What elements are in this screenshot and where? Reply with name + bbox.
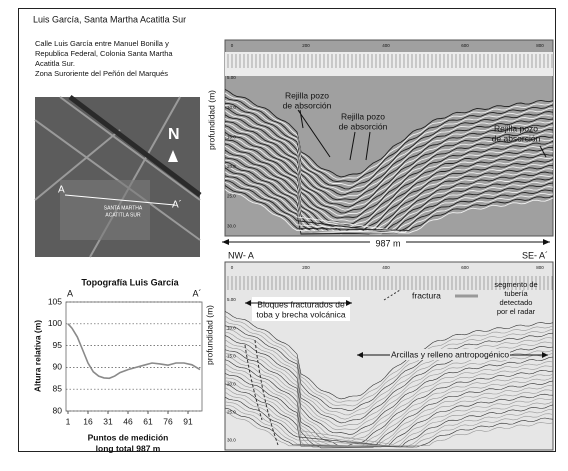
x-tick-label: 31 xyxy=(103,416,113,426)
address: Calle Luis García entre Manuel Bonilla y xyxy=(35,39,169,48)
top-tick-label: 200 xyxy=(302,43,310,48)
y-label: profundidad (m) xyxy=(206,90,216,150)
top-tick-label: 600 xyxy=(461,265,469,270)
y-label: profundidad (m) xyxy=(204,305,214,365)
depth-tick-label: 25.0 xyxy=(227,194,236,199)
y-tick-label: 105 xyxy=(48,296,62,306)
map-label: SANTA MARTHA xyxy=(104,205,143,211)
depth-tick-label: 25.0 xyxy=(227,409,236,414)
note: toba y brecha volcánica xyxy=(256,309,346,319)
x-tick-label: 16 xyxy=(83,416,93,426)
length: 987 m xyxy=(375,238,400,248)
note: Bloques fracturados de xyxy=(257,299,345,309)
depth-tick-label: 10.0 xyxy=(227,105,236,110)
top-tick-label: 400 xyxy=(382,265,390,270)
y-tick-label: 85 xyxy=(53,383,63,393)
y-tick-label: 90 xyxy=(53,362,63,372)
note: detectado xyxy=(500,298,533,307)
top-tick-label: 600 xyxy=(461,43,469,48)
top-tick-label: 800 xyxy=(536,265,544,270)
map-label: A´ xyxy=(172,199,182,211)
map-label: A xyxy=(58,185,65,196)
y-label: Altura relativa (m) xyxy=(32,320,42,392)
y-tick-label: 80 xyxy=(53,405,63,415)
depth-tick-label: 15.0 xyxy=(227,134,236,139)
y-tick-label: 95 xyxy=(53,340,63,350)
north-label: N xyxy=(168,126,180,143)
note: Rejilla pozo xyxy=(285,90,329,100)
top-tick-label: 200 xyxy=(302,265,310,270)
depth-tick-label: 15.0 xyxy=(227,353,236,358)
depth-tick-label: 30.0 xyxy=(227,223,236,228)
x-tick-label: 61 xyxy=(143,416,153,426)
note: Arcillas y relleno antropogénico xyxy=(391,349,509,359)
note: por el radar xyxy=(497,307,536,316)
depth-tick-label: 30.0 xyxy=(227,438,236,443)
x-label: long total 987 m xyxy=(96,443,161,453)
note: de absorción xyxy=(339,121,388,131)
figure: Luis García, Santa Martha Acatitla Sur C… xyxy=(0,0,568,466)
x-label: Puntos de medición xyxy=(88,432,169,442)
map: N A A´ SANTA MARTHA ACATITLA SUR xyxy=(35,97,200,257)
end-label: SE- A´ xyxy=(522,250,548,260)
topography-chart: Topografía Luis García Altura relativa (… xyxy=(32,277,202,453)
plot-area xyxy=(66,302,202,411)
depth-tick-label: 20.0 xyxy=(227,164,236,169)
note: segmento de xyxy=(494,280,537,289)
y-tick-label: 100 xyxy=(48,318,62,328)
address: Acatitla Sur. xyxy=(35,59,75,68)
map-label: ACATITLA SUR xyxy=(105,212,141,218)
address: Republica Federal, Colonia Santa Martha xyxy=(35,49,173,58)
title: Luis García, Santa Martha Acatitla Sur xyxy=(33,14,186,24)
depth-tick-label: 10.0 xyxy=(227,325,236,330)
end-label: NW- A xyxy=(228,250,254,260)
annotation: A xyxy=(67,288,73,298)
x-tick-label: 76 xyxy=(163,416,173,426)
note: tubería xyxy=(504,289,528,298)
x-tick-label: 46 xyxy=(123,416,133,426)
x-tick-label: 91 xyxy=(183,416,193,426)
note: de absorción xyxy=(283,100,332,110)
note: fractura xyxy=(412,290,441,300)
x-tick-label: 1 xyxy=(66,416,71,426)
depth-tick-label: 5.00 xyxy=(227,75,236,80)
profile-line xyxy=(68,324,200,379)
depth-tick-label: 20.0 xyxy=(227,381,236,386)
chart-title: Topografía Luis García xyxy=(81,277,179,287)
annotation: A´ xyxy=(193,288,202,298)
note: de absorción xyxy=(492,133,541,143)
address: Zona Suroriente del Peñón del Marqués xyxy=(35,69,168,78)
note: Rejilla pozo xyxy=(494,123,538,133)
top-tick-label: 800 xyxy=(536,43,544,48)
depth-tick-label: 5.00 xyxy=(227,297,236,302)
top-tick-label: 400 xyxy=(382,43,390,48)
note: Rejilla pozo xyxy=(341,111,385,121)
